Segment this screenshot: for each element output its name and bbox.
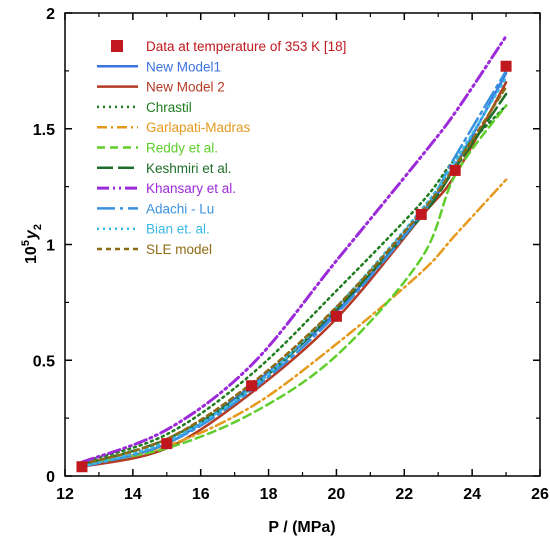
axis-tick-labels: 12 14 16 18 20 22 24 26 0 0.5 1 1.5 2 <box>33 6 549 503</box>
x-tick-label: 26 <box>531 486 549 503</box>
legend-label-khansary-et-al: Khansary et al. <box>146 181 236 196</box>
series-line-khansary-et-al <box>80 34 508 464</box>
series-line-bian-et-al <box>80 76 508 468</box>
y-tick-label: 1.5 <box>33 122 55 139</box>
data-point <box>246 380 258 392</box>
series-line-chrastil <box>80 104 508 464</box>
data-point <box>76 461 88 473</box>
y-axis-title-prefix: 10 <box>23 246 40 264</box>
x-tick-label: 24 <box>463 486 481 503</box>
legend-label-chrastil: Chrastil <box>146 100 192 115</box>
y-tick-label: 0.5 <box>33 353 55 370</box>
y-axis-title: 105y2 <box>20 224 44 264</box>
data-point <box>161 438 173 450</box>
legend-label-sle-model: SLE model <box>146 242 212 257</box>
data-point <box>415 208 427 220</box>
x-tick-label: 20 <box>328 486 346 503</box>
x-tick-label: 12 <box>56 486 74 503</box>
data-point <box>449 164 461 176</box>
legend-label-reddy-et-al: Reddy et al. <box>146 141 218 156</box>
x-tick-label: 18 <box>260 486 278 503</box>
axis-ticks <box>64 12 541 477</box>
legend-label-keshmiri-et-al: Keshmiri et al. <box>146 161 232 176</box>
data-point <box>500 60 512 72</box>
legend-label-bian-et-al: Bian et. al. <box>146 222 210 237</box>
legend-label-new-model-2: New Model 2 <box>146 80 225 95</box>
data-points-layer <box>76 60 512 473</box>
x-tick-label: 14 <box>124 486 142 503</box>
legend-label-new-model1: New Model1 <box>146 59 221 74</box>
legend-label-data: Data at temperature of 353 K [18] <box>146 39 346 54</box>
legend-marker-data <box>111 40 123 52</box>
y-tick-label: 1 <box>46 238 55 255</box>
x-tick-label: 22 <box>395 486 413 503</box>
legend: Data at temperature of 353 K [18] New Mod… <box>97 39 346 257</box>
plot-area <box>64 12 541 477</box>
y-tick-label: 0 <box>46 469 55 486</box>
x-axis-title: P / (MPa) <box>268 519 335 536</box>
data-point <box>330 310 342 322</box>
x-tick-label: 16 <box>192 486 210 503</box>
y-axis-title-var: y <box>23 229 40 240</box>
y-axis-title-sup: 5 <box>20 240 32 246</box>
legend-label-adachi-lu: Adachi - Lu <box>146 201 214 216</box>
y-tick-label: 2 <box>46 6 55 23</box>
y-axis-title-sub: 2 <box>32 224 44 230</box>
legend-label-garlapati-madras: Garlapati-Madras <box>146 120 251 135</box>
